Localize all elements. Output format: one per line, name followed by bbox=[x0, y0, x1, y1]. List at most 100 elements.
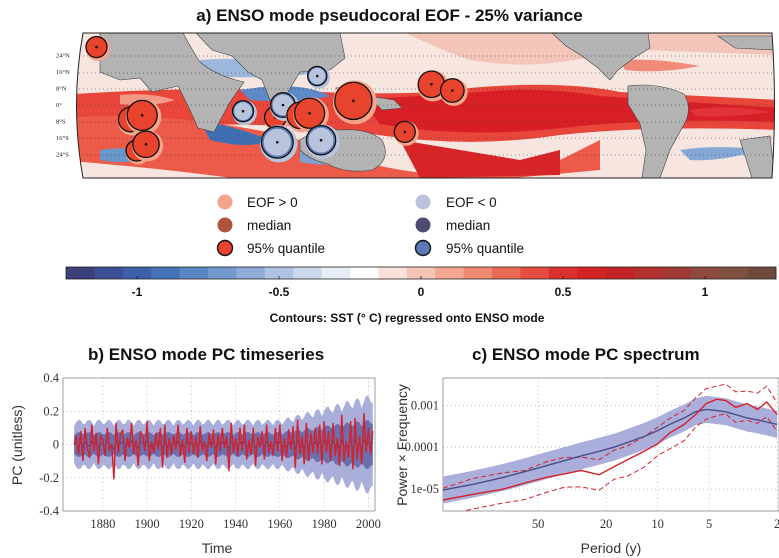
lat-label: 16°N bbox=[56, 69, 70, 76]
site-center-dot bbox=[430, 83, 433, 86]
legend-pos-swatch bbox=[217, 194, 233, 210]
spectrum-red-lower bbox=[462, 413, 778, 511]
africa-shape bbox=[99, 33, 245, 133]
panel-a-title: a) ENSO mode pseudocoral EOF - 25% varia… bbox=[196, 6, 583, 25]
colorbar-segment bbox=[321, 267, 351, 279]
c-ytick-label: 0.001 bbox=[411, 398, 439, 412]
panel-c-plot: 50 20 10 5 2 0.001 0.0001 1e-05 Period (y) Powe… bbox=[394, 377, 779, 556]
lat-label: 24°S bbox=[56, 152, 69, 159]
colorbar-caption: Contours: SST (° C) regressed onto ENSO … bbox=[270, 311, 545, 325]
europe-shape bbox=[717, 35, 775, 51]
colorbar-segment bbox=[151, 267, 180, 279]
site-center-dot bbox=[140, 114, 144, 117]
legend-pos-quantile-label: 95% quantile bbox=[247, 241, 325, 256]
panel-b-ticks: 1880 1900 1920 1940 1960 1980 2000 0.4 0.2 0 -0.2 -… bbox=[39, 371, 381, 531]
legend-neg-quantile-swatch bbox=[414, 239, 432, 257]
b-ytick-label: 0 bbox=[53, 438, 59, 452]
panel-b-plot: 1880 1900 1920 1940 1960 1980 2000 0.4 0.2 0 -0.2 -… bbox=[9, 371, 381, 556]
legend-pos-median-label: median bbox=[247, 218, 291, 233]
colorbar-segment bbox=[122, 267, 152, 279]
coral-sites bbox=[85, 35, 468, 165]
lat-label: 8°N bbox=[56, 85, 67, 92]
site-center-dot bbox=[319, 138, 323, 142]
legend-neg-swatch bbox=[415, 194, 431, 210]
site-center-dot bbox=[352, 99, 355, 103]
legend-neg-median-label: median bbox=[446, 218, 490, 233]
site-center-dot bbox=[275, 140, 279, 144]
colorbar-tick-label: 1 bbox=[702, 285, 709, 299]
spectrum-median-line bbox=[443, 408, 778, 491]
legend-pos-quantile-swatch bbox=[216, 239, 234, 257]
colorbar-segment bbox=[179, 267, 209, 279]
site-center-dot bbox=[281, 103, 285, 107]
site-center-dot bbox=[308, 111, 311, 115]
b-xtick-label: 1880 bbox=[90, 517, 115, 531]
lat-label: 24°N bbox=[56, 52, 70, 59]
legend-neg-label: EOF < 0 bbox=[446, 195, 497, 210]
colorbar-segment bbox=[208, 267, 237, 279]
spectrum-band bbox=[443, 395, 778, 504]
spectrum-red-upper bbox=[443, 383, 778, 489]
colorbar-segment bbox=[634, 267, 663, 279]
colorbar-segment bbox=[378, 267, 408, 279]
colorbar-segment bbox=[605, 267, 635, 279]
b-ytick-label: 0.4 bbox=[43, 371, 59, 385]
lat-label: 0° bbox=[56, 102, 62, 109]
colorbar-segment bbox=[236, 267, 266, 279]
b-xtick-label: 1920 bbox=[179, 517, 204, 531]
colorbar-segment bbox=[662, 267, 692, 279]
colorbar-segment bbox=[264, 267, 294, 279]
colorbar-segment bbox=[94, 267, 124, 279]
sst-map: 24°N 16°N 8°N 0° 8°S 16°S 24°S bbox=[56, 32, 775, 179]
site-center-dot bbox=[241, 109, 245, 113]
site-center-dot bbox=[144, 143, 148, 146]
colorbar-segment bbox=[293, 267, 322, 279]
legend-neg-median-swatch bbox=[415, 217, 431, 233]
colorbar-segment bbox=[463, 267, 493, 279]
b-xtick-label: 1900 bbox=[135, 517, 160, 531]
panel-c-ticks: 50 20 10 5 2 0.001 0.0001 1e-05 bbox=[405, 398, 779, 531]
b-ytick-label: -0.2 bbox=[39, 471, 59, 485]
site-center-dot bbox=[403, 130, 407, 134]
legend-pos-label: EOF > 0 bbox=[247, 195, 298, 210]
b-xtick-label: 1960 bbox=[267, 517, 292, 531]
site-center-dot bbox=[95, 45, 98, 49]
north-america-shape bbox=[551, 33, 651, 81]
colorbar-segment bbox=[406, 267, 436, 279]
colorbar-tick-label: 0.5 bbox=[555, 285, 572, 299]
c-xtick-label: 50 bbox=[532, 517, 545, 531]
b-xtick-label: 1980 bbox=[312, 517, 337, 531]
lat-label: 16°S bbox=[56, 135, 69, 142]
panel-c-ylabel: Power × Frequency bbox=[394, 384, 410, 506]
panel-c-xlabel: Period (y) bbox=[581, 540, 642, 556]
b-ytick-label: 0.2 bbox=[43, 404, 59, 418]
colorbar-segment bbox=[520, 267, 550, 279]
panel-b-ylabel: PC (unitless) bbox=[9, 405, 25, 485]
b-ytick-label: -0.4 bbox=[39, 504, 60, 518]
africa-east-shape bbox=[739, 135, 775, 178]
c-xtick-label: 5 bbox=[706, 517, 712, 531]
c-ytick-label: 0.0001 bbox=[405, 440, 439, 454]
colorbar: -1 -0.5 0 0.5 1 bbox=[65, 266, 777, 299]
colorbar-segment bbox=[350, 267, 379, 279]
pc-timeseries-line bbox=[73, 412, 374, 480]
colorbar-segment bbox=[548, 267, 578, 279]
spectrum-red-line bbox=[443, 398, 778, 501]
colorbar-segment bbox=[66, 267, 95, 279]
c-xtick-label: 2 bbox=[774, 517, 779, 531]
colorbar-segment bbox=[435, 267, 464, 279]
map-gridlines bbox=[76, 55, 775, 156]
legend-neg-quantile-label: 95% quantile bbox=[446, 241, 524, 256]
colorbar-segment bbox=[690, 267, 720, 279]
map-legend: EOF > 0 median 95% quantile EOF < 0 medi… bbox=[216, 194, 524, 257]
lat-label: 8°S bbox=[56, 119, 66, 126]
c-xtick-label: 20 bbox=[600, 517, 613, 531]
b-xtick-label: 2000 bbox=[356, 517, 381, 531]
colorbar-segment bbox=[577, 267, 606, 279]
colorbar-tick-label: -0.5 bbox=[269, 285, 290, 299]
colorbar-tick-label: 0 bbox=[418, 285, 425, 299]
south-america-shape bbox=[627, 84, 689, 178]
c-xtick-label: 10 bbox=[651, 517, 664, 531]
b-xtick-label: 1940 bbox=[223, 517, 248, 531]
